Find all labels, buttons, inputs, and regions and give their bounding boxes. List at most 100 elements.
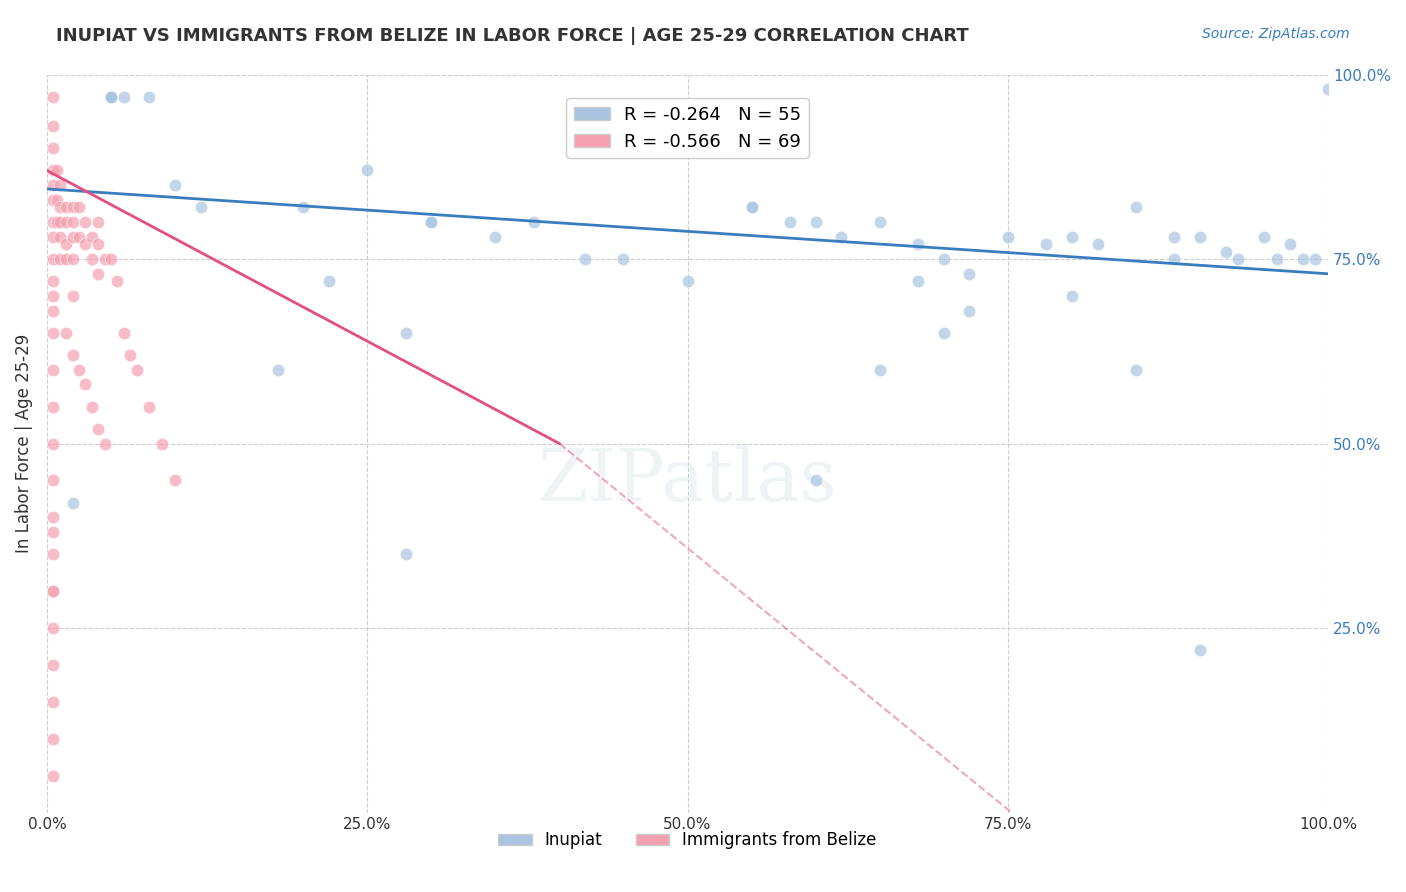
Point [997, 230, 1019, 244]
Point [48, 215, 70, 229]
Point [125, 362, 148, 376]
Point [138, 400, 160, 414]
Point [1305, 252, 1327, 266]
Point [93, 436, 115, 450]
Point [1163, 252, 1185, 266]
Point [93, 252, 115, 266]
Point [420, 215, 443, 229]
Point [75, 377, 97, 392]
Point [42, 303, 65, 318]
Point [318, 274, 340, 288]
Point [62, 215, 84, 229]
Point [42, 510, 65, 524]
Point [42, 584, 65, 599]
Point [42, 89, 65, 103]
Point [67, 200, 90, 214]
Point [612, 252, 634, 266]
Point [67, 362, 90, 376]
Point [957, 267, 980, 281]
Point [62, 495, 84, 509]
Point [484, 230, 506, 244]
Point [42, 119, 65, 133]
Point [1253, 230, 1275, 244]
Point [138, 89, 160, 103]
Point [163, 474, 186, 488]
Text: Source: ZipAtlas.com: Source: ZipAtlas.com [1202, 27, 1350, 41]
Point [80, 230, 103, 244]
Point [420, 215, 443, 229]
Point [292, 200, 315, 214]
Point [42, 769, 65, 783]
Point [395, 547, 418, 561]
Point [779, 215, 801, 229]
Point [42, 525, 65, 540]
Point [62, 289, 84, 303]
Point [42, 621, 65, 635]
Point [120, 348, 142, 362]
Point [42, 274, 65, 288]
Point [42, 215, 65, 229]
Point [87, 237, 110, 252]
Point [42, 657, 65, 672]
Point [48, 252, 70, 266]
Point [1278, 237, 1301, 252]
Point [62, 200, 84, 214]
Point [55, 252, 77, 266]
Point [46, 163, 69, 178]
Point [42, 141, 65, 155]
Point [1317, 82, 1340, 96]
Point [804, 474, 827, 488]
Point [42, 193, 65, 207]
Point [55, 215, 77, 229]
Point [395, 326, 418, 340]
Point [676, 274, 699, 288]
Point [1215, 244, 1237, 259]
Point [163, 178, 186, 193]
Point [1188, 230, 1211, 244]
Point [523, 215, 546, 229]
Point [46, 215, 69, 229]
Point [112, 89, 135, 103]
Point [804, 215, 827, 229]
Point [42, 474, 65, 488]
Point [932, 252, 955, 266]
Point [957, 303, 980, 318]
Legend: R = -0.264   N = 55, R = -0.566   N = 69: R = -0.264 N = 55, R = -0.566 N = 69 [567, 98, 808, 158]
Point [87, 267, 110, 281]
Point [67, 230, 90, 244]
Point [46, 193, 69, 207]
Point [1188, 643, 1211, 657]
Point [1125, 362, 1147, 376]
Point [190, 200, 212, 214]
Point [42, 178, 65, 193]
Point [62, 230, 84, 244]
Point [42, 400, 65, 414]
Point [42, 252, 65, 266]
Point [42, 362, 65, 376]
Point [1125, 200, 1147, 214]
Point [48, 178, 70, 193]
Point [80, 400, 103, 414]
Point [42, 547, 65, 561]
Point [100, 89, 122, 103]
Point [1087, 237, 1109, 252]
Point [48, 200, 70, 214]
Point [100, 252, 122, 266]
Point [42, 326, 65, 340]
Point [42, 584, 65, 599]
Point [42, 163, 65, 178]
Point [42, 289, 65, 303]
Point [62, 348, 84, 362]
Point [741, 200, 763, 214]
Point [48, 230, 70, 244]
Point [676, 141, 699, 155]
Point [87, 215, 110, 229]
Point [55, 326, 77, 340]
Point [55, 237, 77, 252]
Point [75, 215, 97, 229]
Point [42, 230, 65, 244]
Point [1291, 252, 1313, 266]
Point [1060, 289, 1083, 303]
Y-axis label: In Labor Force | Age 25-29: In Labor Force | Age 25-29 [15, 334, 32, 553]
Point [42, 731, 65, 746]
